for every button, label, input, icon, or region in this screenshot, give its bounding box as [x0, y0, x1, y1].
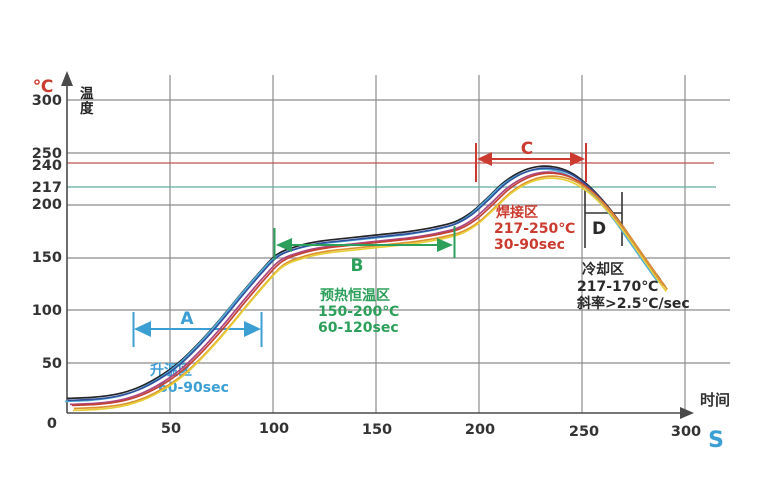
zone-d-bracket: [584, 190, 623, 248]
zone-d-annotation: D 冷却区 217-170℃ 斜率>2.5℃/sec: [576, 219, 690, 312]
zone-c-time-range: 30-90sec: [494, 237, 565, 253]
arrow-left-icon: [477, 152, 492, 166]
zone-b-annotation: B 预热恒温区 150-200℃ 60-120sec: [273, 226, 456, 336]
y-tick-240: 240: [32, 158, 62, 174]
zone-d-name: 冷却区: [582, 261, 624, 278]
zone-c-temp-range: 217-250℃: [494, 221, 575, 237]
arrow-right-icon: [437, 238, 453, 252]
arrow-left-icon: [276, 238, 292, 252]
y-axis-arrowhead-icon: [61, 71, 73, 86]
zone-c-name: 焊接区: [496, 204, 538, 221]
y-tick-200: 200: [32, 197, 62, 213]
x-tick-300: 300: [671, 424, 701, 440]
zone-a-time-range: 60-90sec: [158, 380, 229, 396]
y-axis-unit: ℃: [33, 77, 54, 97]
y-tick-50: 50: [42, 356, 62, 372]
profile-curve: [73, 175, 668, 410]
zone-c-letter: C: [521, 139, 533, 159]
y-tick-250: 250: [32, 146, 62, 162]
x-axis-title: 时间: [700, 391, 730, 409]
x-tick-50: 50: [161, 421, 181, 437]
y-tick-150: 150: [32, 250, 62, 266]
y-tick-217: 217: [32, 180, 62, 196]
y-tick-labels: 300 250 240 217 200 150 100 50 0: [32, 93, 62, 432]
zone-b-temp-range: 150-200℃: [318, 304, 399, 320]
zone-b-name: 预热恒温区: [320, 287, 390, 304]
zone-b-letter: B: [351, 256, 364, 276]
x-axis-unit: S: [708, 428, 724, 453]
zone-b-time-range: 60-120sec: [318, 320, 399, 336]
zone-c-annotation: C 焊接区 217-250℃ 30-90sec: [475, 139, 587, 253]
x-tick-150: 150: [362, 422, 392, 438]
x-tick-100: 100: [259, 421, 289, 437]
axes: [66, 82, 684, 414]
y-axis-title: 温度: [80, 86, 94, 117]
zone-a-letter: A: [180, 309, 194, 329]
x-tick-labels: 50 100 150 200 250 300: [161, 421, 701, 440]
profile-curve: [72, 177, 667, 412]
zone-d-letter: D: [592, 219, 606, 239]
zone-d-temp-range: 217-170℃: [577, 279, 658, 295]
zone-d-rate: 斜率>2.5℃/sec: [576, 295, 690, 312]
arrow-right-icon: [570, 152, 585, 166]
y-tick-300: 300: [32, 93, 62, 109]
arrow-left-icon: [134, 321, 151, 337]
y-tick-0: 0: [47, 416, 57, 432]
x-axis-arrowhead-icon: [680, 407, 694, 419]
profile-curves: [64, 165, 668, 412]
y-tick-100: 100: [32, 303, 62, 319]
x-tick-200: 200: [465, 422, 495, 438]
x-tick-250: 250: [569, 424, 599, 440]
arrow-right-icon: [244, 321, 261, 337]
